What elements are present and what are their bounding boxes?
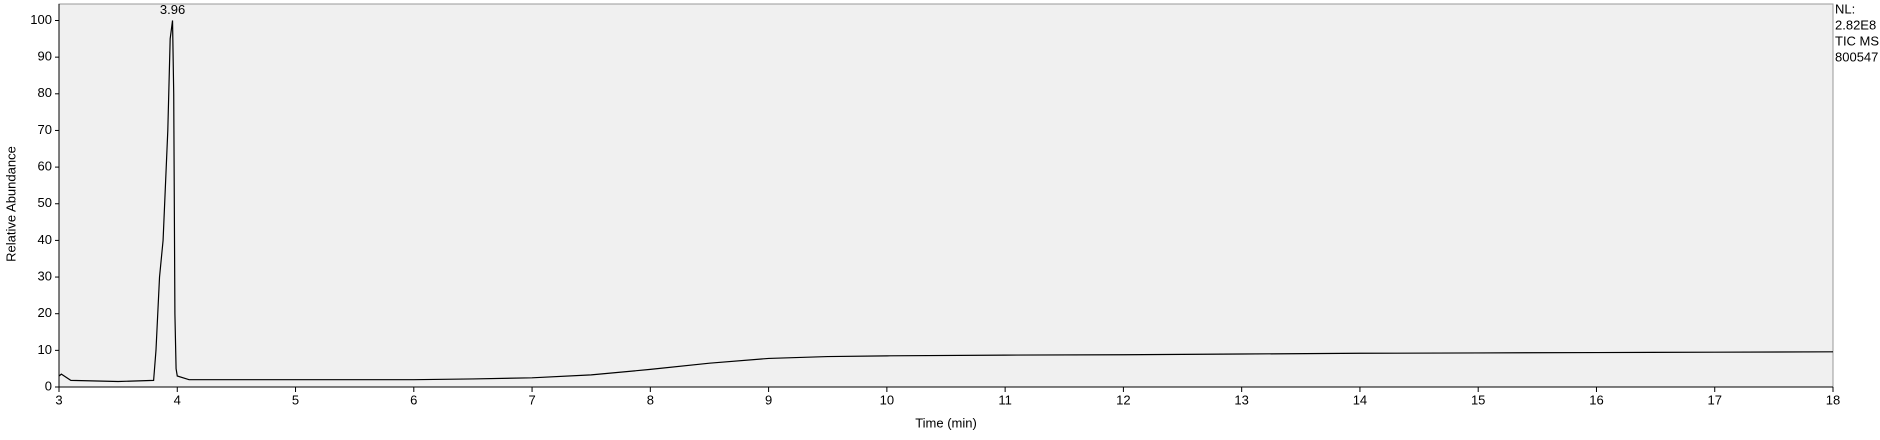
x-tick-label: 18 — [1826, 392, 1840, 407]
x-tick-label: 7 — [528, 392, 535, 407]
y-tick-label: 20 — [38, 305, 52, 320]
info-text: 800547 — [1835, 49, 1878, 64]
x-tick-label: 15 — [1471, 392, 1485, 407]
x-tick-label: 11 — [998, 392, 1012, 407]
info-text: 2.82E8 — [1835, 17, 1876, 32]
x-axis-label: Time (min) — [915, 415, 977, 430]
y-tick-label: 50 — [38, 195, 52, 210]
x-tick-label: 13 — [1234, 392, 1248, 407]
plot-area — [58, 3, 1834, 388]
y-tick-label: 0 — [45, 378, 52, 393]
y-axis-label: Relative Abundance — [3, 146, 18, 262]
x-tick-label: 4 — [174, 392, 181, 407]
y-tick-label: 10 — [38, 342, 52, 357]
y-tick-label: 30 — [38, 268, 52, 283]
x-tick-label: 3 — [55, 392, 62, 407]
x-tick-label: 9 — [765, 392, 772, 407]
peak-label: 3.96 — [160, 2, 185, 17]
x-tick-label: 17 — [1707, 392, 1721, 407]
x-tick-label: 5 — [292, 392, 299, 407]
y-tick-label: 100 — [30, 12, 52, 27]
info-text: NL: — [1835, 1, 1855, 16]
y-tick-label: 80 — [38, 85, 52, 100]
x-tick-label: 16 — [1589, 392, 1603, 407]
y-tick-label: 70 — [38, 122, 52, 137]
x-tick-label: 14 — [1353, 392, 1367, 407]
trace — [58, 20, 1834, 383]
x-tick-label: 10 — [880, 392, 894, 407]
x-tick-label: 6 — [410, 392, 417, 407]
x-tick-label: 12 — [1116, 392, 1130, 407]
y-tick-label: 90 — [38, 49, 52, 64]
y-tick-label: 60 — [38, 159, 52, 174]
y-tick-label: 40 — [38, 232, 52, 247]
info-text: TIC MS — [1835, 33, 1879, 48]
x-tick-label: 8 — [647, 392, 654, 407]
